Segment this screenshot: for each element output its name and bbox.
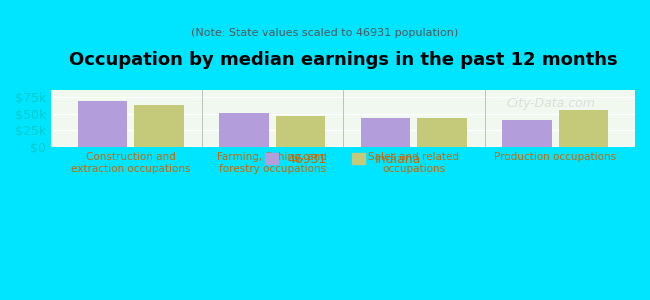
Text: City-Data.com: City-Data.com [506, 97, 595, 110]
Bar [135, 106, 184, 147]
Bar [361, 118, 410, 147]
Text: (Note: State values scaled to 46931 population): (Note: State values scaled to 46931 popu… [191, 28, 459, 38]
Bar [417, 118, 467, 147]
Bar [276, 116, 326, 147]
Bar [77, 101, 127, 147]
Bar [559, 110, 608, 147]
Bar [502, 120, 552, 147]
Bar [219, 113, 268, 147]
Title: Occupation by median earnings in the past 12 months: Occupation by median earnings in the pas… [69, 51, 618, 69]
Legend: 46931, Indiana: 46931, Indiana [260, 148, 426, 171]
